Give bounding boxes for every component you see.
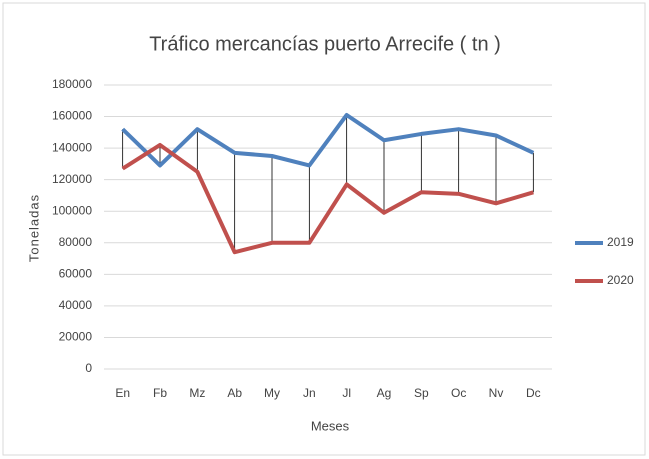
y-tick-label: 180000 [52,77,92,91]
x-tick-label: Ag [377,386,392,400]
y-tick-label: 80000 [59,235,93,249]
chart-title: Tráfico mercancías puerto Arrecife ( tn … [149,33,501,55]
series-line [121,112,535,168]
y-tick-label: 160000 [52,109,92,123]
x-tick-label: Oc [451,386,466,400]
x-tick-label: My [264,386,280,400]
y-tick-label: 60000 [59,267,93,281]
y-tick-label: 100000 [52,203,92,217]
y-axis-label: Toneladas [26,194,41,262]
x-tick-label: Nv [489,386,504,400]
series-line [121,142,534,255]
x-tick-label: En [115,386,130,400]
y-tick-label: 40000 [59,298,93,312]
x-tick-label: Mz [189,386,205,400]
y-tick-label: 0 [85,361,92,375]
x-tick-label: Ab [227,386,242,400]
x-tick-label: Sp [414,386,429,400]
legend-label: 2020 [607,273,634,287]
x-axis-label: Meses [311,418,350,433]
x-tick-label: Fb [153,386,167,400]
y-tick-label: 140000 [52,140,92,154]
y-tick-label: 20000 [59,330,93,344]
x-tick-label: Dc [526,386,541,400]
legend-label: 2019 [607,235,634,249]
y-tick-label: 120000 [52,172,92,186]
x-tick-label: Jn [303,386,316,400]
x-tick-label: Jl [342,386,351,400]
